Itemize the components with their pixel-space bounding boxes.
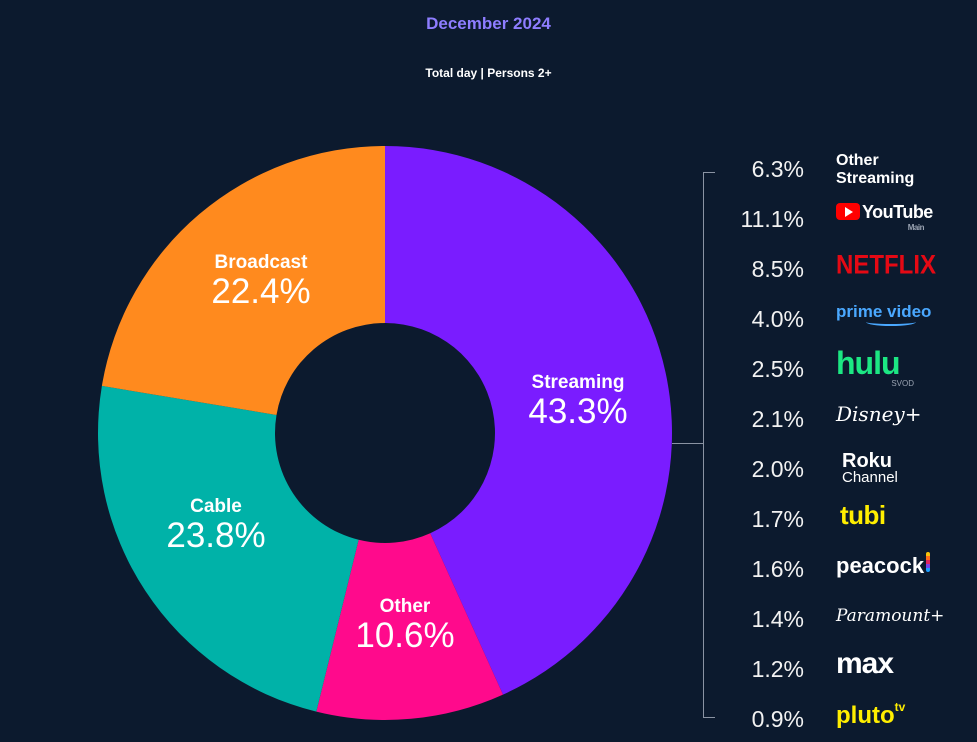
- breakdown-row: 1.4% Paramount+: [716, 596, 966, 642]
- breakdown-row: 6.3% Other Streaming: [716, 146, 966, 192]
- segment-name: Streaming: [531, 372, 625, 393]
- disney-plus-logo: Disney+: [836, 402, 921, 426]
- peacock-wordmark: peacock: [836, 553, 925, 578]
- tubi-wordmark: tubi: [840, 500, 886, 530]
- max-logo: max: [836, 647, 894, 681]
- hulu-sub: SVOD: [891, 379, 914, 388]
- breakdown-value: 11.1%: [740, 206, 804, 232]
- breakdown-value: 2.5%: [751, 356, 804, 382]
- netflix-wordmark: NETFLIX: [836, 250, 936, 281]
- segment-name: Other: [379, 596, 431, 617]
- breakdown-row: 2.0% Roku Channel: [716, 446, 966, 492]
- donut-slice-streaming: [385, 146, 672, 695]
- tubi-logo: tubi: [840, 500, 886, 531]
- breakdown-row: 8.5% NETFLIX: [716, 246, 966, 292]
- other-line-2: Streaming: [836, 170, 915, 187]
- breakdown-row: 1.6% peacock: [716, 546, 966, 592]
- youtube-wordmark: YouTube: [862, 202, 933, 222]
- breakdown-row: 11.1% YouTube Main: [716, 196, 966, 242]
- youtube-sub: Main: [907, 223, 925, 232]
- segment-value: 22.4%: [211, 272, 311, 311]
- pluto-tv-sup: tv: [894, 700, 906, 714]
- breakdown-value: 6.3%: [751, 156, 804, 182]
- breakdown-row: 2.5% hulu SVOD: [716, 346, 966, 392]
- breakdown-value: 1.4%: [751, 606, 804, 632]
- breakdown-row: 2.1% Disney+: [716, 396, 966, 442]
- breakdown-row: 4.0% prime video: [716, 296, 966, 342]
- pluto-wordmark: pluto: [836, 702, 895, 729]
- youtube-play-icon: [836, 203, 860, 220]
- breakdown-value: 2.0%: [751, 456, 804, 482]
- segment-label-broadcast: Broadcast 22.4%: [211, 252, 310, 311]
- segment-value: 43.3%: [528, 392, 628, 431]
- breakdown-value: 0.9%: [751, 706, 804, 732]
- max-wordmark: max: [836, 647, 894, 680]
- segment-name: Broadcast: [214, 252, 308, 273]
- disney-wordmark: Disney+: [836, 402, 922, 426]
- other-streaming-label: Other Streaming: [836, 152, 914, 188]
- bracket-stem: [672, 443, 703, 444]
- breakdown-value: 1.6%: [751, 556, 804, 582]
- segment-name: Cable: [190, 496, 242, 517]
- donut-slice-broadcast: [101, 146, 386, 415]
- breakdown-value: 2.1%: [751, 406, 804, 432]
- peacock-dots-icon: [926, 552, 931, 572]
- breakdown-row: 1.2% max: [716, 646, 966, 692]
- prime-wordmark: prime video: [836, 302, 932, 321]
- segment-label-cable: Cable 23.8%: [166, 496, 265, 555]
- paramount-wordmark: Paramount+: [836, 606, 945, 626]
- breakdown-row: 0.9% plutotv: [716, 696, 966, 742]
- youtube-logo: YouTube Main: [836, 202, 933, 232]
- breakdown-value: 4.0%: [751, 306, 804, 332]
- roku-channel-logo: Roku Channel: [842, 450, 898, 486]
- roku-sub: Channel: [842, 469, 898, 486]
- breakdown-value: 1.7%: [751, 506, 804, 532]
- donut-slice-cable: [97, 385, 359, 712]
- breakdown-row: 1.7% tubi: [716, 496, 966, 542]
- breakdown-value: 1.2%: [751, 656, 804, 682]
- netflix-logo: NETFLIX: [836, 250, 936, 281]
- breakdown-value: 8.5%: [751, 256, 804, 282]
- streaming-breakdown-bracket: [703, 172, 716, 718]
- chart-subtitle: Total day | Persons 2+: [425, 66, 552, 80]
- segment-value: 10.6%: [355, 616, 455, 655]
- hulu-logo: hulu SVOD: [836, 345, 914, 388]
- segment-value: 23.8%: [166, 516, 266, 555]
- chart-title: December 2024: [426, 14, 551, 33]
- peacock-logo: peacock: [836, 552, 931, 579]
- hulu-wordmark: hulu: [836, 345, 901, 381]
- other-line-1: Other: [836, 152, 879, 169]
- segment-label-other: Other 10.6%: [355, 596, 454, 655]
- prime-video-logo: prime video: [836, 302, 931, 326]
- segment-label-streaming: Streaming 43.3%: [528, 372, 627, 431]
- roku-wordmark: Roku: [842, 450, 892, 472]
- donut-slice-other: [316, 533, 503, 720]
- prime-smile-icon: [866, 318, 916, 326]
- pluto-tv-logo: plutotv: [836, 700, 905, 730]
- paramount-plus-logo: Paramount+: [836, 606, 944, 626]
